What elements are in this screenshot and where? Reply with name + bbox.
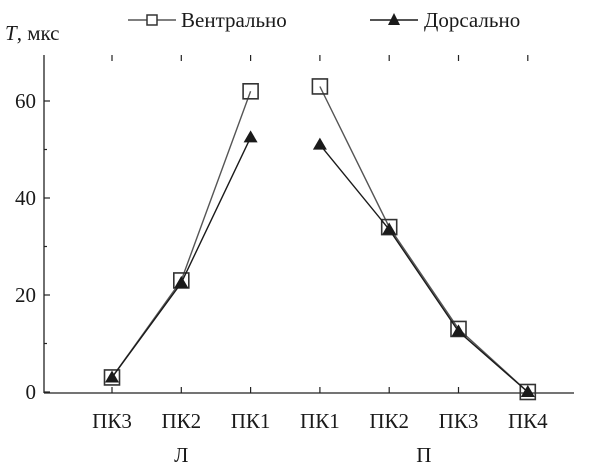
x-group-label: Л [174,443,188,467]
y-axis-label: T, мкс [5,21,59,45]
data-point-ventral [242,83,259,100]
x-tick-label: ПК2 [161,409,201,433]
x-tick-label: ПК3 [92,409,132,433]
series-line [319,86,529,393]
series-line [111,91,252,378]
data-point-ventral [103,369,121,386]
y-tick-label: 0 [26,380,37,404]
data-point-ventral [450,320,467,338]
legend-marker-ventral [146,14,158,26]
y-tick-label: 20 [15,283,36,307]
x-tick-label: ПК3 [439,409,479,433]
legend-item-ventral: Вентрально [128,8,287,32]
data-point-dorsal [312,137,327,150]
y-axis-label-symbol: T [5,21,18,45]
legend-item-dorsal: Дорсально [370,8,520,32]
series-line [319,144,529,393]
data-point-ventral [311,78,329,95]
x-ticks: ПК3 ПК2 ПК1 ПК1 ПК2 ПК3 ПК4 [92,55,548,433]
series-dorsal [105,130,535,397]
data-point-dorsal [382,222,397,235]
y-axis-label-unit: , мкс [17,21,60,45]
y-ticks: 0 20 40 60 [15,89,50,404]
series-layer [103,78,537,401]
legend-label-ventral: Вентрально [181,8,287,32]
x-tick-label: ПК4 [508,409,548,433]
axes [43,55,574,394]
x-group-label: П [416,443,431,467]
legend-marker-dorsal [388,13,400,25]
series-ventral [103,78,537,401]
data-point-dorsal [243,130,258,143]
data-point-dorsal [451,324,466,337]
legend: Вентрально Дорсально [128,8,520,32]
data-point-ventral [380,218,398,236]
data-point-dorsal [174,275,189,288]
data-point-dorsal [105,370,119,383]
legend-label-dorsal: Дорсально [424,8,520,32]
y-tick-label: 40 [15,186,36,210]
data-point-dorsal [520,385,535,397]
x-tick-label: ПК1 [231,409,271,433]
y-tick-label: 60 [15,89,36,113]
series-line [111,137,252,378]
x-tick-label: ПК1 [300,409,340,433]
x-tick-label: ПК2 [369,409,409,433]
data-point-ventral [173,272,190,289]
data-point-ventral [519,383,537,401]
